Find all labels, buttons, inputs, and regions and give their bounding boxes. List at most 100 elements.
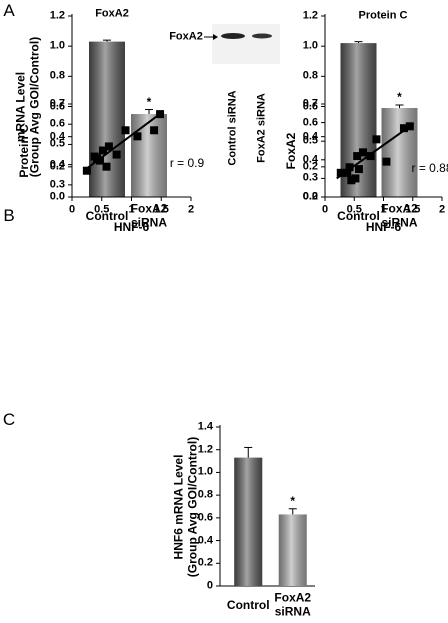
y-tick-label: 1.2 bbox=[49, 9, 65, 22]
chart-title: Protein C bbox=[358, 9, 408, 22]
point bbox=[354, 165, 363, 174]
point bbox=[104, 142, 113, 151]
point bbox=[343, 168, 352, 177]
significance-marker: * bbox=[146, 94, 152, 109]
trend-line bbox=[336, 125, 411, 180]
blot-arrowhead bbox=[213, 34, 218, 40]
y-axis-label: Protein C bbox=[16, 123, 31, 178]
bar-shine bbox=[131, 114, 167, 197]
y-tick-label: 0.0 bbox=[302, 190, 318, 203]
y-tick-label: 1.2 bbox=[302, 9, 318, 22]
y-tick-label: 0.6 bbox=[49, 117, 65, 130]
x-tick-label: 2 bbox=[187, 203, 195, 216]
y-tick-label: 0.4 bbox=[302, 153, 318, 166]
x-tick-label: FoxA2 siRNA bbox=[274, 590, 312, 619]
y-axis-label: HNF6 mRNA Level (Group Avg GOI/Control) bbox=[171, 436, 200, 577]
point bbox=[95, 156, 104, 165]
blot-lane-label: Control siRNA bbox=[226, 90, 239, 166]
x-tick-label: FoxA2 siRNA bbox=[130, 201, 168, 230]
bar-shine bbox=[381, 108, 418, 197]
bar-shine bbox=[89, 41, 125, 198]
chart-title: FoxA2 bbox=[95, 7, 129, 20]
y-tick-label: 0.2 bbox=[302, 160, 318, 173]
point bbox=[353, 152, 362, 161]
bar-shine bbox=[278, 514, 307, 586]
y-tick-label: 0.3 bbox=[49, 178, 65, 191]
y-tick-label: 1.4 bbox=[197, 420, 213, 433]
y-tick-label: 0.4 bbox=[197, 533, 213, 546]
y-tick-label: 0.6 bbox=[197, 511, 213, 524]
point bbox=[351, 174, 360, 183]
y-axis-label: FoxA2 bbox=[283, 132, 298, 169]
x-tick-label: 1 bbox=[128, 203, 135, 216]
significance-marker: * bbox=[290, 493, 296, 508]
blot-band bbox=[252, 33, 272, 39]
significance-marker: * bbox=[397, 89, 402, 104]
y-tick-label: 0.2 bbox=[197, 556, 213, 569]
y-tick-label: 0.6 bbox=[302, 99, 318, 112]
y-tick-label: 0.7 bbox=[302, 97, 318, 110]
point bbox=[372, 135, 381, 144]
blot-lane-label: FoxA2 siRNA bbox=[255, 93, 268, 163]
y-tick-label: 1.2 bbox=[197, 443, 213, 456]
bar-shine bbox=[234, 457, 263, 586]
y-tick-label: 1.0 bbox=[49, 39, 65, 52]
point bbox=[345, 163, 354, 172]
y-tick-label: 0.8 bbox=[49, 69, 65, 82]
y-tick-label: 0.4 bbox=[49, 158, 65, 171]
point bbox=[112, 150, 121, 159]
x-tick-label: 0 bbox=[68, 203, 76, 216]
x-tick-label: 1.5 bbox=[405, 203, 421, 216]
y-tick-label: 0.6 bbox=[302, 116, 318, 128]
y-tick-label: 0.6 bbox=[49, 99, 65, 112]
y-tick-label: 0.3 bbox=[302, 171, 318, 184]
x-tick-label: Control bbox=[337, 208, 380, 223]
x-tick-label: 0.5 bbox=[346, 203, 362, 216]
y-tick-label: 0.8 bbox=[197, 488, 213, 501]
x-axis-label: HNF-6 bbox=[113, 219, 150, 234]
point bbox=[347, 176, 356, 185]
point bbox=[98, 146, 107, 155]
x-tick-label: 0 bbox=[321, 203, 329, 216]
blot-band bbox=[221, 33, 245, 39]
x-tick-label: Control bbox=[226, 597, 270, 612]
point bbox=[382, 157, 391, 166]
blot-band-label: FoxA2 bbox=[169, 30, 203, 43]
y-tick-label: 1.0 bbox=[197, 465, 213, 478]
blot-background bbox=[212, 24, 280, 64]
point bbox=[82, 166, 91, 175]
x-tick-label: FoxA2 siRNA bbox=[381, 201, 418, 230]
x-tick-label: Control bbox=[85, 208, 129, 223]
panel-letter: C bbox=[2, 409, 16, 429]
correlation-label: r = 0.9 bbox=[169, 155, 205, 170]
trend-line bbox=[83, 111, 164, 172]
x-tick-label: 0.5 bbox=[94, 203, 110, 216]
y-tick-label: 0.2 bbox=[49, 160, 65, 173]
panel-letter: B bbox=[3, 205, 15, 225]
y-tick-label: 1.0 bbox=[302, 39, 318, 52]
x-tick-label: 1 bbox=[380, 203, 387, 216]
y-tick-label: 0.4 bbox=[49, 130, 65, 143]
y-tick-label: 0.4 bbox=[302, 130, 318, 143]
y-tick-label: 0.2 bbox=[302, 190, 318, 203]
y-tick-label: 0 bbox=[206, 579, 213, 592]
point bbox=[133, 132, 142, 141]
correlation-label: r = 0.88 bbox=[411, 160, 448, 175]
point bbox=[102, 162, 111, 171]
y-tick-label: 0.5 bbox=[302, 134, 318, 147]
y-tick-label: 0.8 bbox=[302, 69, 318, 82]
point bbox=[121, 126, 130, 135]
point bbox=[366, 152, 375, 161]
y-tick-label: 0.0 bbox=[49, 190, 65, 203]
x-axis-label: HNF-6 bbox=[365, 219, 402, 234]
x-tick-label: 1.5 bbox=[153, 203, 169, 216]
y-tick-label: 0.7 bbox=[49, 97, 65, 110]
point bbox=[336, 168, 345, 177]
point bbox=[399, 124, 408, 133]
point bbox=[150, 126, 159, 135]
y-tick-label: 0.5 bbox=[49, 137, 65, 150]
x-tick-label: 2 bbox=[438, 203, 446, 216]
point bbox=[359, 148, 368, 157]
